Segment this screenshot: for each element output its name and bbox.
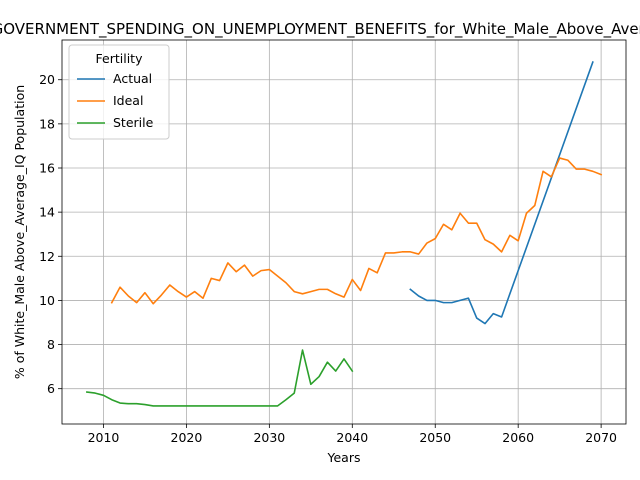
series-line-sterile (85, 349, 354, 407)
legend-title: Fertility (96, 51, 144, 66)
x-tick-label: 2010 (88, 430, 120, 445)
x-tick-label: 2040 (336, 430, 368, 445)
legend-label-actual: Actual (113, 71, 152, 86)
plot-area-frame (61, 39, 627, 425)
series-line-ideal (110, 157, 603, 305)
series-lines (85, 61, 603, 407)
y-tick-label: 16 (39, 161, 55, 176)
y-tick-label: 18 (39, 116, 55, 131)
x-axis-label: Years (327, 450, 361, 465)
legend-label-sterile: Sterile (113, 115, 154, 130)
x-tick-label: 2060 (502, 430, 534, 445)
y-axis-label: % of White_Male Above_Average_IQ Populat… (12, 85, 27, 379)
legend: Fertility Actual Ideal Sterile (68, 44, 170, 140)
chart-title: GOVERNMENT_SPENDING_ON_UNEMPLOYMENT_BENE… (0, 20, 640, 39)
series-line-actual (409, 61, 594, 325)
x-tick-label: 2020 (171, 430, 203, 445)
x-tick-label: 2050 (419, 430, 451, 445)
legend-box (68, 44, 170, 140)
y-tick-label: 14 (39, 205, 55, 220)
y-tick-label: 12 (39, 249, 55, 264)
x-tick-label: 2070 (585, 430, 617, 445)
y-tick-label: 8 (47, 337, 55, 352)
y-tick-label: 10 (39, 293, 55, 308)
x-tick-label: 2030 (253, 430, 285, 445)
y-axis-ticks: 6 8 10 12 14 16 18 20 (39, 72, 62, 396)
y-tick-label: 20 (39, 72, 55, 87)
x-axis-ticks: 2010 2020 2030 2040 2050 2060 2070 (88, 424, 617, 445)
y-tick-label: 6 (47, 381, 55, 396)
legend-label-ideal: Ideal (113, 93, 143, 108)
grid (62, 40, 626, 424)
